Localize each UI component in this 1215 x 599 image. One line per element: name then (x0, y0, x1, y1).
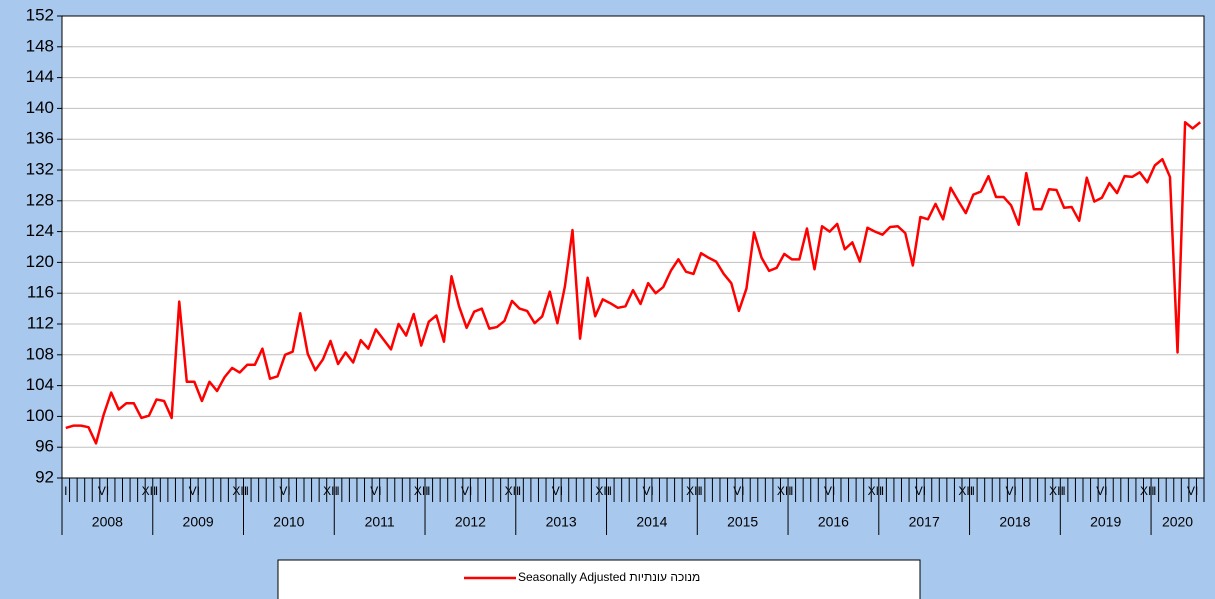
y-tick-label: 120 (26, 252, 54, 271)
x-tick-label: VI (98, 484, 109, 498)
x-tick-label: I (518, 484, 521, 498)
x-tick-label: XII (595, 484, 610, 498)
x-tick-label: VI (1096, 484, 1107, 498)
x-tick-label: VI (915, 484, 926, 498)
x-tick-label: XII (232, 484, 247, 498)
year-label: 2019 (1090, 514, 1121, 530)
year-label: 2014 (636, 514, 667, 530)
y-tick-label: 96 (35, 437, 54, 456)
x-tick-label: I (427, 484, 430, 498)
year-label: 2008 (92, 514, 123, 530)
x-tick-label: XII (868, 484, 883, 498)
plot-area (61, 15, 1205, 479)
x-tick-label: I (609, 484, 612, 498)
x-tick-label: VI (189, 484, 200, 498)
y-tick-label: 92 (35, 467, 54, 486)
x-tick-label: XII (142, 484, 157, 498)
x-tick-label: VI (370, 484, 381, 498)
y-tick-label: 108 (26, 344, 54, 363)
y-tick-label: 128 (26, 190, 54, 209)
year-label: 2015 (727, 514, 758, 530)
x-tick-label: I (1153, 484, 1156, 498)
year-label: 2011 (365, 514, 395, 530)
x-tick-label: VI (1187, 484, 1198, 498)
y-tick-label: 136 (26, 129, 54, 148)
x-tick-label: VI (279, 484, 290, 498)
plot-border (61, 15, 1205, 479)
x-tick-label: VI (461, 484, 472, 498)
series-line (65, 121, 1202, 445)
x-tick-label: I (336, 484, 339, 498)
x-tick-label: XII (958, 484, 973, 498)
x-tick-label: XII (323, 484, 338, 498)
x-tick-label: XII (686, 484, 701, 498)
x-tick-label: I (881, 484, 884, 498)
y-tick-label: 144 (26, 67, 54, 86)
x-tick-label: XII (414, 484, 429, 498)
x-tick-label: I (246, 484, 249, 498)
x-tick-label: I (790, 484, 793, 498)
y-tick-label: 100 (26, 406, 54, 425)
y-tick-label: 148 (26, 36, 54, 55)
year-label: 2016 (818, 514, 849, 530)
y-tick-label: 124 (26, 221, 54, 240)
x-tick-label: I (64, 484, 67, 498)
x-tick-label: XII (505, 484, 520, 498)
y-tick-label: 104 (26, 375, 54, 394)
x-tick-label: VI (733, 484, 744, 498)
year-label: 2013 (546, 514, 577, 530)
x-tick-label: VI (824, 484, 835, 498)
year-label: 2012 (455, 514, 486, 530)
y-tick-label: 132 (26, 159, 54, 178)
x-tick-label: I (972, 484, 975, 498)
y-tick-label: 116 (27, 283, 54, 302)
x-tick-label: I (155, 484, 158, 498)
x-tick-label: VI (1005, 484, 1016, 498)
year-label: 2009 (183, 514, 214, 530)
y-tick-label: 140 (26, 98, 54, 117)
legend (277, 559, 921, 599)
x-tick-label: VI (642, 484, 653, 498)
year-label: 2010 (273, 514, 304, 530)
year-label: 2020 (1162, 514, 1193, 530)
year-label: 2017 (909, 514, 940, 530)
x-tick-label: I (1062, 484, 1065, 498)
y-tick-label: 152 (26, 5, 54, 24)
x-tick-label: XII (1049, 484, 1064, 498)
year-label: 2018 (999, 514, 1030, 530)
y-tick-label: 112 (27, 313, 54, 332)
x-tick-label: XII (1140, 484, 1155, 498)
x-tick-label: XII (777, 484, 792, 498)
legend-label: Seasonally Adjusted מנוכה עונתיות (518, 570, 700, 584)
x-tick-label: VI (552, 484, 563, 498)
x-tick-label: I (699, 484, 702, 498)
